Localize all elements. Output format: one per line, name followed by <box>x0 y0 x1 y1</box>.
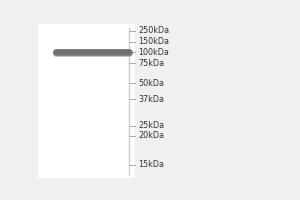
Text: 25kDa: 25kDa <box>139 121 165 130</box>
Text: 15kDa: 15kDa <box>139 160 165 169</box>
Text: 37kDa: 37kDa <box>139 95 165 104</box>
Text: 20kDa: 20kDa <box>139 131 165 140</box>
Text: 250kDa: 250kDa <box>139 26 170 35</box>
Text: 150kDa: 150kDa <box>139 37 169 46</box>
Text: 75kDa: 75kDa <box>139 59 165 68</box>
Text: 50kDa: 50kDa <box>139 79 165 88</box>
Text: 100kDa: 100kDa <box>139 48 169 57</box>
Bar <box>38 24 135 178</box>
